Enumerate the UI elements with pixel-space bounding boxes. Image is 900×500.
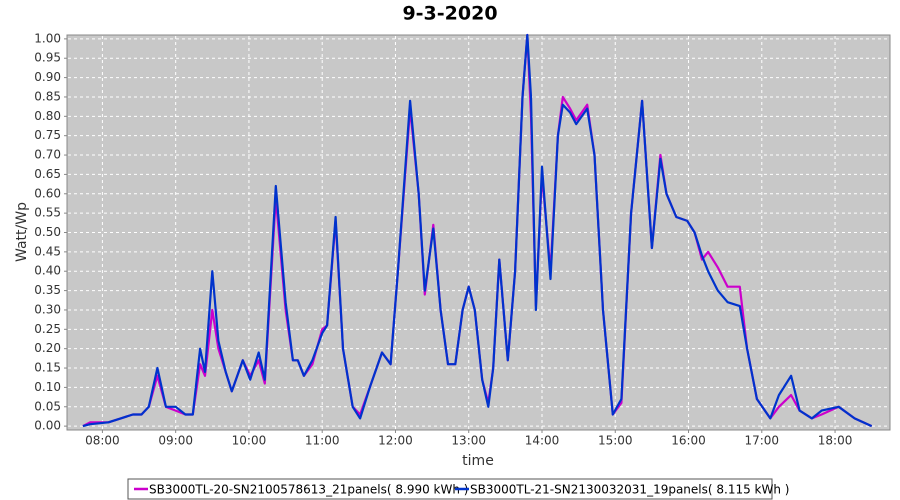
x-tick-label: 15:00 [598,434,633,448]
x-tick-label: 11:00 [305,434,340,448]
x-tick-label: 09:00 [158,434,193,448]
series-line [82,33,873,428]
chart-title: 9-3-2020 [402,3,497,25]
y-tick-label: 0.00 [34,419,61,433]
y-tick-label: 0.70 [34,148,61,162]
y-tick-label: 0.85 [34,89,61,103]
x-tick-label: 16:00 [671,434,706,448]
y-tick-label: 0.60 [34,186,61,200]
y-tick-label: 0.05 [34,399,61,413]
legend-label: SB3000TL-20-SN2100578613_21panels( 8.990… [149,483,468,497]
y-tick-label: 0.35 [34,283,61,297]
y-axis-label: Watt/Wp [14,202,30,262]
y-tick-label: 0.80 [34,109,61,123]
y-tick-label: 0.20 [34,341,61,355]
y-tick-label: 0.25 [34,322,61,336]
y-tick-label: 0.50 [34,225,61,239]
y-tick-label: 0.30 [34,302,61,316]
y-tick-label: 0.55 [34,206,61,220]
x-tick-label: 14:00 [525,434,560,448]
x-tick-label: 10:00 [232,434,267,448]
y-tick-label: 0.95 [34,51,61,65]
x-tick-label: 18:00 [818,434,853,448]
y-tick-label: 0.75 [34,128,61,142]
y-tick-label: 0.65 [34,167,61,181]
y-tick-label: 1.00 [34,31,61,45]
y-tick-label: 0.45 [34,244,61,258]
x-tick-label: 12:00 [378,434,413,448]
y-tick-label: 0.90 [34,70,61,84]
y-tick-label: 0.10 [34,380,61,394]
x-tick-label: 17:00 [744,434,779,448]
x-axis-label: time [462,453,494,469]
x-tick-label: 13:00 [451,434,486,448]
y-tick-label: 0.15 [34,361,61,375]
legend-label: SB3000TL-21-SN2130032031_19panels( 8.115… [470,483,789,497]
x-tick-label: 08:00 [85,434,120,448]
legend [127,478,773,500]
y-tick-label: 0.40 [34,264,61,278]
